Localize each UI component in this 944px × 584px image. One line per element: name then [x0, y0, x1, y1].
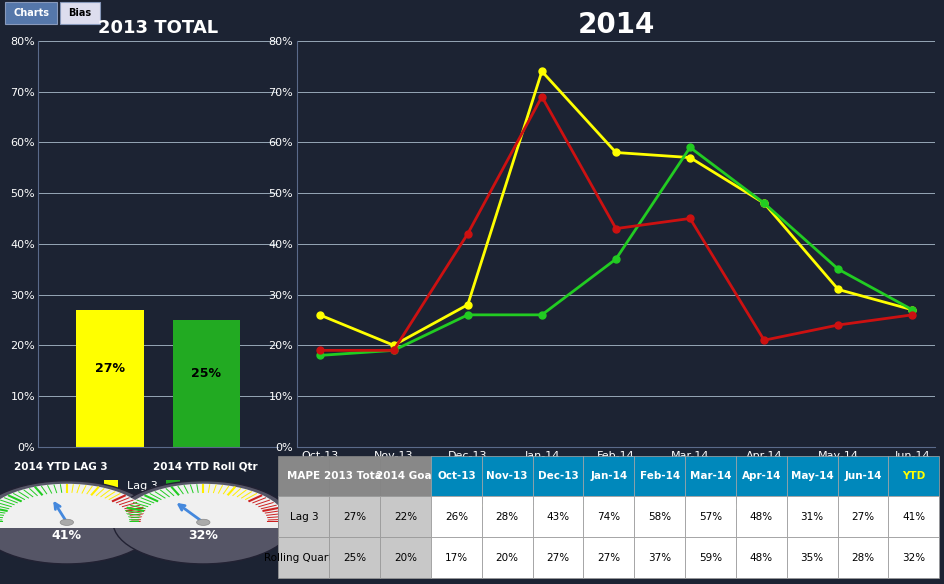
- Rolling Quarter: [536, 311, 548, 318]
- Text: 25%: 25%: [192, 367, 221, 380]
- Text: Bias: Bias: [68, 8, 92, 18]
- Text: 32%: 32%: [189, 529, 218, 543]
- Lag 1: [906, 311, 918, 318]
- Rolling Quarter: [833, 266, 844, 273]
- Rolling Quarter: [314, 352, 326, 359]
- LAG 3: [906, 306, 918, 313]
- Circle shape: [60, 519, 74, 526]
- Lag 1: [463, 230, 474, 237]
- LAG 3: [758, 200, 769, 207]
- Title: 2014: 2014: [578, 11, 654, 39]
- Wedge shape: [0, 484, 150, 522]
- Rolling Quarter: [463, 311, 474, 318]
- Bar: [173, 320, 240, 447]
- LAG 3: [684, 154, 696, 161]
- Line: Lag 1: Lag 1: [316, 93, 916, 354]
- Bar: [5, 2, 57, 25]
- Bar: [120, 522, 287, 528]
- Bar: [0, 522, 150, 528]
- Bar: [60, 2, 100, 25]
- Text: 2014 YTD Roll Qtr: 2014 YTD Roll Qtr: [153, 462, 258, 472]
- Circle shape: [196, 519, 210, 526]
- Lag 1: [684, 215, 696, 222]
- Lag 1: [833, 321, 844, 328]
- Rolling Quarter: [906, 306, 918, 313]
- Rolling Quarter: [684, 144, 696, 151]
- Wedge shape: [4, 493, 129, 522]
- Legend: LAG 3, Rolling Quarter, Lag 1: LAG 3, Rolling Quarter, Lag 1: [472, 498, 760, 515]
- Legend: Lag 3, QTR: Lag 3, QTR: [101, 477, 215, 494]
- Rolling Quarter: [388, 347, 399, 354]
- LAG 3: [833, 286, 844, 293]
- Lag 1: [536, 93, 548, 100]
- Text: 27%: 27%: [95, 361, 125, 374]
- LAG 3: [314, 311, 326, 318]
- LAG 3: [610, 149, 621, 156]
- LAG 3: [536, 68, 548, 75]
- Bar: [76, 310, 143, 447]
- Lag 1: [758, 337, 769, 344]
- Text: 41%: 41%: [52, 529, 82, 543]
- Rolling Quarter: [610, 256, 621, 263]
- Wedge shape: [120, 484, 287, 522]
- LAG 3: [388, 342, 399, 349]
- Lag 1: [610, 225, 621, 232]
- Circle shape: [0, 481, 157, 564]
- Text: Charts: Charts: [13, 8, 49, 18]
- Title: 2013 TOTAL: 2013 TOTAL: [98, 19, 218, 37]
- Line: LAG 3: LAG 3: [316, 68, 916, 349]
- LAG 3: [463, 301, 474, 308]
- Rolling Quarter: [758, 200, 769, 207]
- Text: 2014 YTD LAG 3: 2014 YTD LAG 3: [14, 462, 108, 472]
- Lag 1: [388, 347, 399, 354]
- Wedge shape: [141, 493, 266, 522]
- Line: Rolling Quarter: Rolling Quarter: [316, 144, 916, 359]
- Lag 1: [314, 347, 326, 354]
- Circle shape: [113, 481, 294, 564]
